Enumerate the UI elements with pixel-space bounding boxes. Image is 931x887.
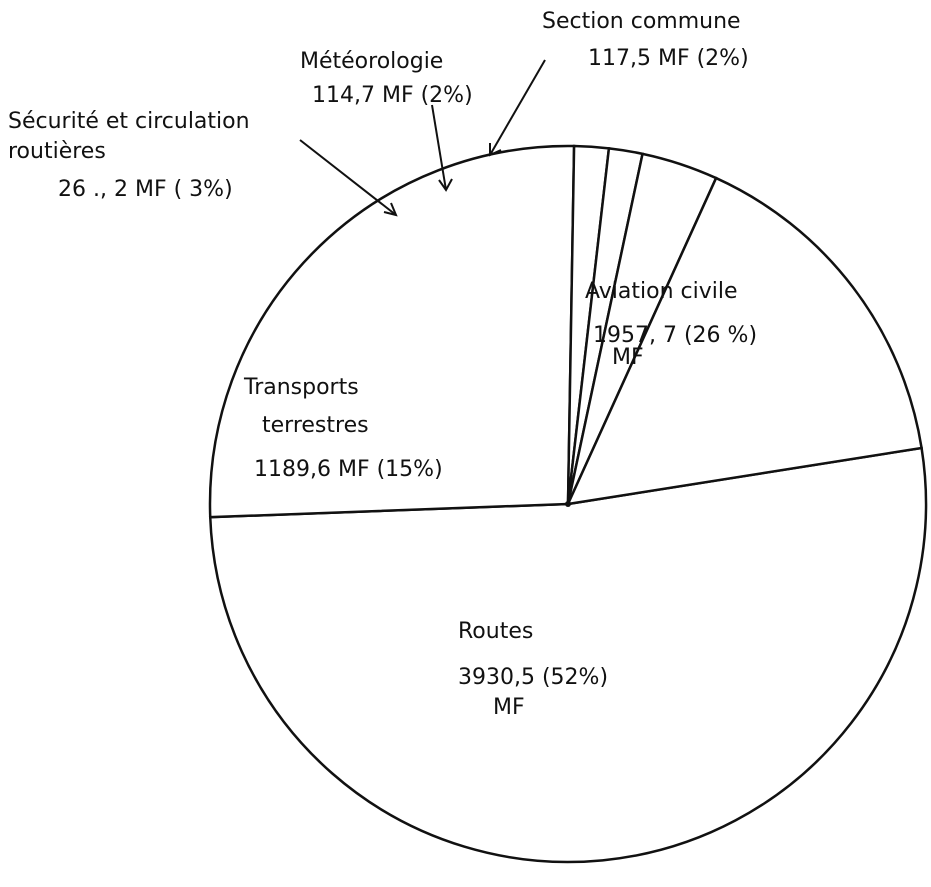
- leader-line-section-commune: [489, 59, 546, 156]
- pie-slice-transports-terrestres: [565, 176, 924, 506]
- label-aviation-unit: MF: [612, 345, 644, 370]
- label-routes-name: Routes: [458, 619, 533, 644]
- label-aviation-value: 1957, 7 (26 %): [593, 323, 757, 348]
- label-securite-name-line1: Sécurité et circulation: [8, 109, 250, 134]
- arrowhead-meteorologie: [438, 178, 453, 192]
- pie-slice-routes: [208, 446, 928, 864]
- label-meteorologie-name: Météorologie: [300, 49, 443, 74]
- arrowhead-securite: [383, 202, 398, 217]
- label-section-commune-name: Section commune: [542, 9, 741, 34]
- leader-line-securite: [299, 139, 397, 216]
- label-transports-value: 1189,6 MF (15%): [254, 457, 443, 482]
- leader-line-meteorologie: [431, 104, 447, 191]
- leader-lines: [299, 59, 546, 217]
- label-transports-name-line2: terrestres: [262, 413, 369, 438]
- pie-labels: Section commune 117,5 MF (2%) Météorolog…: [8, 9, 757, 720]
- pie-center-dot: [565, 501, 571, 507]
- label-section-commune-value: 117,5 MF (2%): [588, 46, 749, 71]
- label-meteorologie-value: 114,7 MF (2%): [312, 83, 473, 108]
- label-routes-value: 3930,5 (52%): [458, 665, 608, 690]
- arrowhead-section-commune: [489, 143, 502, 157]
- pie-slice-aviation-civile: [208, 144, 576, 519]
- label-securite-value: 26 ., 2 MF ( 3%): [58, 177, 233, 202]
- label-aviation-name: Aviation civile: [585, 279, 738, 304]
- label-transports-name-line1: Transports: [243, 375, 359, 400]
- pie-slices: [208, 144, 928, 864]
- label-securite-name-line2: routières: [8, 139, 106, 164]
- label-routes-unit: MF: [493, 695, 525, 720]
